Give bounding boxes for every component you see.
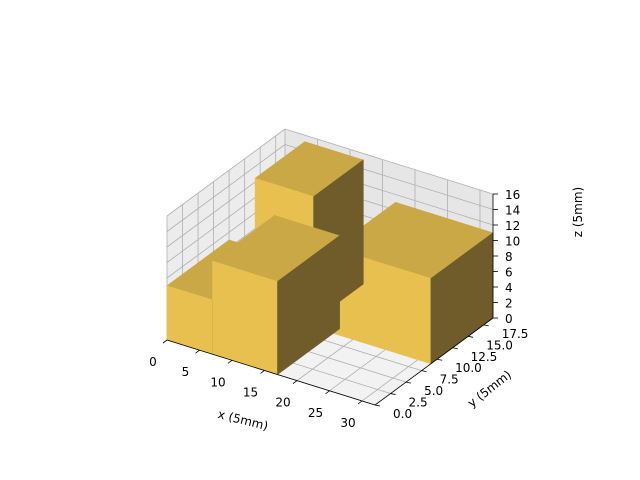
z-axis-label: z (5mm) — [571, 187, 585, 238]
y-tick-mark — [437, 358, 443, 361]
x-tick-mark — [162, 339, 168, 344]
x-tick-label: 15 — [243, 386, 258, 400]
x-tick-label: 0 — [149, 355, 157, 369]
x-tick-mark — [195, 349, 200, 354]
y-tick-mark — [405, 381, 412, 384]
z-tick-label: 6 — [505, 266, 513, 280]
y-tick-label: 12.5 — [471, 350, 498, 364]
y-tick-mark — [421, 370, 427, 373]
y-tick-label: 0.0 — [393, 407, 412, 421]
tick-labels: 0510152025300.02.55.07.510.012.515.017.5… — [149, 188, 528, 430]
z-tick-label: 14 — [505, 204, 520, 218]
x-tick-mark — [227, 359, 233, 364]
z-tick-label: 10 — [505, 235, 520, 249]
y-tick-label: 2.5 — [409, 396, 428, 410]
z-tick-label: 2 — [505, 297, 513, 311]
y-tick-mark — [452, 347, 458, 350]
z-tick-label: 0 — [505, 312, 513, 326]
z-grid-back — [284, 128, 494, 195]
x-axis-line — [166, 339, 376, 406]
y-axis-line — [374, 317, 494, 406]
y-tick-label: 5.0 — [424, 384, 443, 398]
x-axis-label: x (5mm) — [216, 407, 269, 433]
x-tick-mark — [325, 390, 330, 395]
x-tick-label: 10 — [210, 375, 225, 389]
y-tick-mark — [468, 335, 474, 338]
x-tick-mark — [292, 380, 298, 384]
voxel-blocks — [166, 141, 494, 376]
y-tick-mark — [390, 393, 396, 395]
axes-lines — [162, 193, 498, 407]
y-tick-label: 15.0 — [486, 338, 513, 352]
front-main-block-side — [277, 235, 340, 376]
z-grid-left — [166, 128, 286, 217]
x-tick-label: 20 — [275, 396, 290, 410]
y-tick-label: 10.0 — [455, 361, 482, 375]
y-tick-mark — [374, 404, 381, 407]
z-tick-label: 8 — [505, 250, 513, 264]
z-tick-label: 12 — [505, 219, 520, 233]
x-tick-label: 30 — [340, 416, 355, 430]
z-grid-left — [166, 144, 286, 232]
x-tick-label: 25 — [308, 406, 323, 420]
z-tick-label: 16 — [505, 188, 520, 202]
x-tick-label: 5 — [182, 365, 190, 379]
x-tick-mark — [260, 370, 265, 374]
y-tick-mark — [483, 324, 489, 327]
x-tick-mark — [357, 400, 363, 405]
y-tick-label: 17.5 — [502, 327, 529, 341]
z-tick-label: 4 — [505, 281, 513, 295]
front-main-block — [211, 215, 341, 376]
y-tick-label: 7.5 — [440, 373, 459, 387]
